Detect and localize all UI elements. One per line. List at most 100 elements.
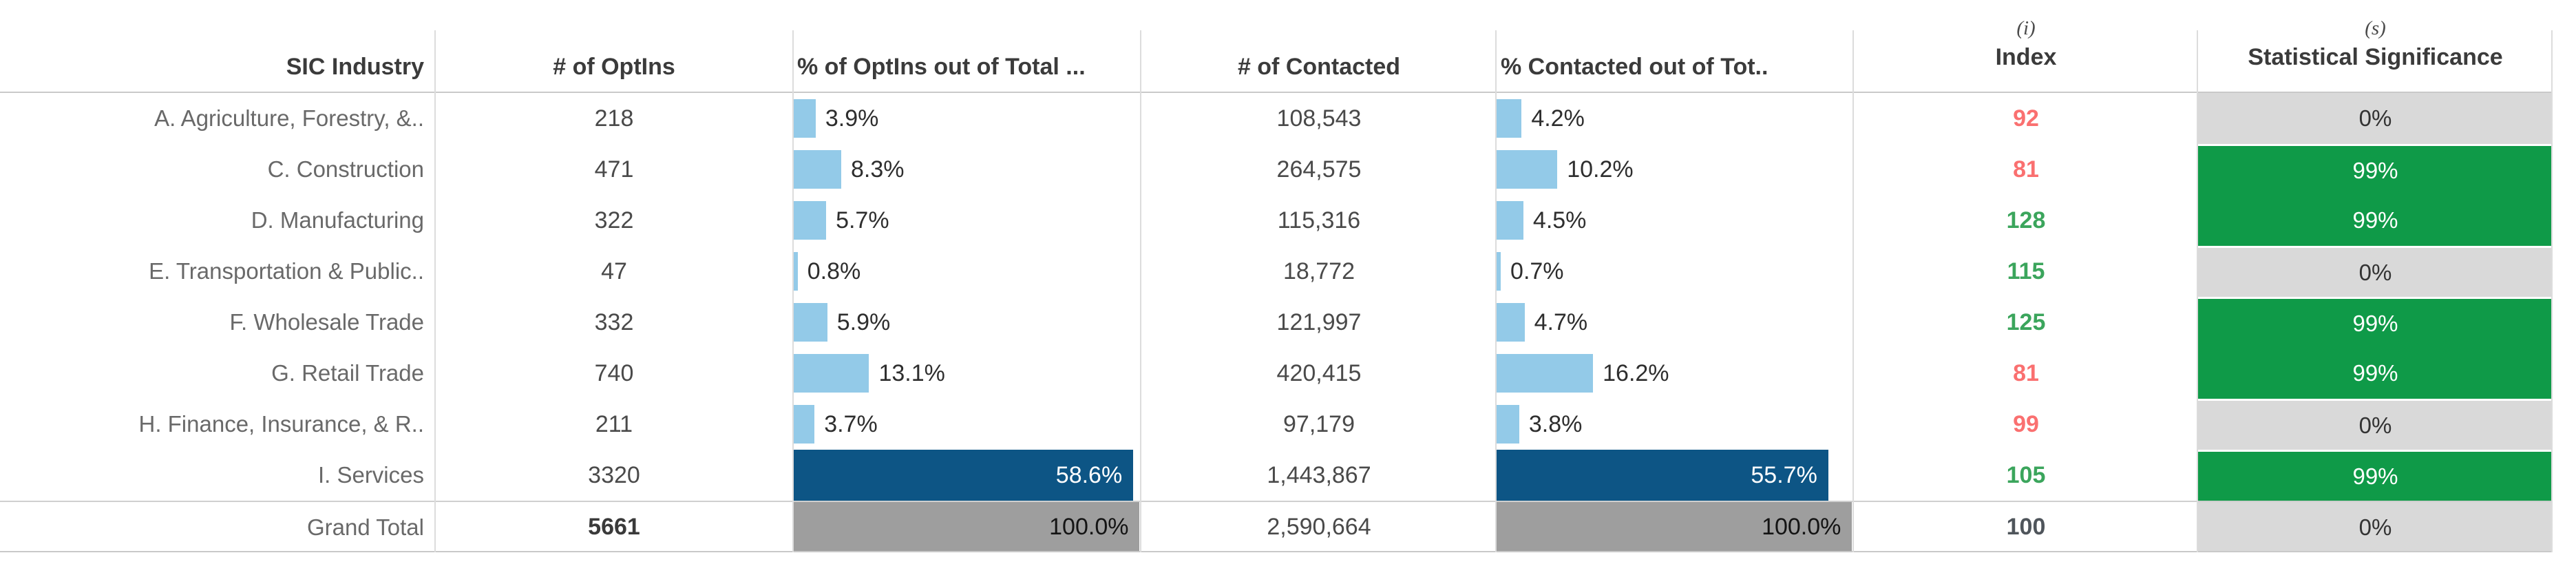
statsig-cell[interactable]: 99% xyxy=(2198,450,2553,501)
contacted-cell[interactable]: 420,415 xyxy=(1141,348,1497,399)
industry-label-cell[interactable]: D. Manufacturing xyxy=(0,195,435,246)
optins-pct-cell[interactable]: 8.3% xyxy=(793,144,1141,195)
statsig-block[interactable]: 99% xyxy=(2198,195,2553,246)
optins-cell[interactable]: 211 xyxy=(435,399,793,450)
column-header-contacted[interactable]: # of Contacted xyxy=(1141,0,1497,93)
optins-pct-bar[interactable] xyxy=(793,405,815,444)
optins-pct-cell[interactable]: 3.9% xyxy=(793,93,1141,144)
index-cell[interactable]: 125 xyxy=(1854,297,2198,348)
contacted-pct-bar[interactable] xyxy=(1497,405,1519,444)
column-header-optins[interactable]: # of OptIns xyxy=(435,0,793,93)
optins-pct-bar[interactable] xyxy=(793,201,827,240)
industry-label-cell[interactable]: I. Services xyxy=(0,450,435,501)
statsig-cell[interactable]: 99% xyxy=(2198,348,2553,399)
contacted-cell[interactable]: 1,443,867 xyxy=(1141,450,1497,501)
contacted-pct-cell[interactable]: 55.7% xyxy=(1497,450,1854,501)
optins-pct-bar[interactable]: 58.6% xyxy=(793,450,1134,501)
optins-pct-bar[interactable] xyxy=(793,303,827,342)
optins-cell[interactable]: 471 xyxy=(435,144,793,195)
optins-cell[interactable]: 322 xyxy=(435,195,793,246)
contacted-pct-cell[interactable]: 16.2% xyxy=(1497,348,1854,399)
optins-pct-bar[interactable] xyxy=(793,354,869,393)
index-cell[interactable]: 99 xyxy=(1854,399,2198,450)
contacted-pct-bar[interactable]: 100.0% xyxy=(1497,502,1852,552)
statsig-cell[interactable]: 99% xyxy=(2198,195,2553,246)
industry-label-cell[interactable]: C. Construction xyxy=(0,144,435,195)
index-cell[interactable]: 115 xyxy=(1854,246,2198,297)
industry-label-cell[interactable]: Grand Total xyxy=(0,502,435,552)
optins-pct-cell[interactable]: 5.7% xyxy=(793,195,1141,246)
optins-pct-bar[interactable] xyxy=(793,99,816,138)
contacted-cell[interactable]: 18,772 xyxy=(1141,246,1497,297)
optins-pct-cell[interactable]: 100.0% xyxy=(793,502,1141,552)
optins-cell[interactable]: 5661 xyxy=(435,502,793,552)
optins-pct-cell[interactable]: 0.8% xyxy=(793,246,1141,297)
contacted-pct-cell[interactable]: 0.7% xyxy=(1497,246,1854,297)
industry-label-cell[interactable]: G. Retail Trade xyxy=(0,348,435,399)
contacted-cell[interactable]: 121,997 xyxy=(1141,297,1497,348)
column-header-contacted-pct[interactable]: % Contacted out of Tot.. xyxy=(1497,0,1854,93)
industry-label: A. Agriculture, Forestry, &.. xyxy=(154,105,424,131)
contacted-pct-bar[interactable] xyxy=(1497,303,1525,342)
optins-pct-bar[interactable] xyxy=(793,150,841,189)
contacted-pct-cell[interactable]: 100.0% xyxy=(1497,502,1854,552)
optins-cell[interactable]: 47 xyxy=(435,246,793,297)
statsig-cell[interactable]: 99% xyxy=(2198,144,2553,195)
contacted-pct-bar[interactable] xyxy=(1497,252,1501,291)
index-cell[interactable]: 105 xyxy=(1854,450,2198,501)
contacted-pct-cell[interactable]: 10.2% xyxy=(1497,144,1854,195)
index-cell[interactable]: 81 xyxy=(1854,348,2198,399)
contacted-pct-cell[interactable]: 4.2% xyxy=(1497,93,1854,144)
statsig-cell[interactable]: 0% xyxy=(2198,93,2553,144)
contacted-cell[interactable]: 2,590,664 xyxy=(1141,502,1497,552)
statsig-block[interactable]: 99% xyxy=(2198,348,2553,399)
index-cell[interactable]: 128 xyxy=(1854,195,2198,246)
statsig-block[interactable]: 0% xyxy=(2198,502,2553,552)
optins-cell[interactable]: 3320 xyxy=(435,450,793,501)
statsig-block[interactable]: 99% xyxy=(2198,146,2553,195)
statsig-value: 0% xyxy=(2358,412,2392,438)
industry-label-cell[interactable]: E. Transportation & Public.. xyxy=(0,246,435,297)
contacted-pct-bar[interactable] xyxy=(1497,201,1523,240)
column-header-statistical-significance[interactable]: (s) Statistical Significance xyxy=(2198,0,2553,93)
statsig-cell[interactable]: 99% xyxy=(2198,297,2553,348)
index-cell[interactable]: 100 xyxy=(1854,502,2198,552)
industry-label-cell[interactable]: A. Agriculture, Forestry, &.. xyxy=(0,93,435,144)
contacted-cell[interactable]: 97,179 xyxy=(1141,399,1497,450)
contacted-pct-bar[interactable] xyxy=(1497,354,1594,393)
contacted-cell[interactable]: 115,316 xyxy=(1141,195,1497,246)
contacted-pct-bar[interactable] xyxy=(1497,99,1522,138)
statsig-block[interactable]: 0% xyxy=(2198,248,2553,297)
optins-pct-cell[interactable]: 3.7% xyxy=(793,399,1141,450)
contacted-pct-cell[interactable]: 4.5% xyxy=(1497,195,1854,246)
contacted-cell[interactable]: 264,575 xyxy=(1141,144,1497,195)
contacted-pct-bar[interactable]: 55.7% xyxy=(1497,450,1828,501)
industry-label-cell[interactable]: H. Finance, Insurance, & R.. xyxy=(0,399,435,450)
column-header-index[interactable]: (i) Index xyxy=(1854,0,2198,93)
column-header-optins-pct[interactable]: % of OptIns out of Total ... xyxy=(793,0,1141,93)
optins-pct-cell[interactable]: 5.9% xyxy=(793,297,1141,348)
statsig-cell[interactable]: 0% xyxy=(2198,246,2553,297)
statsig-block[interactable]: 0% xyxy=(2198,93,2553,144)
optins-pct-bar[interactable] xyxy=(793,252,798,291)
contacted-pct-bar[interactable] xyxy=(1497,150,1558,189)
index-cell[interactable]: 81 xyxy=(1854,144,2198,195)
contacted-pct-cell[interactable]: 3.8% xyxy=(1497,399,1854,450)
index-cell[interactable]: 92 xyxy=(1854,93,2198,144)
statsig-cell[interactable]: 0% xyxy=(2198,399,2553,450)
column-header-sic-industry[interactable]: SIC Industry xyxy=(0,0,435,93)
optins-pct-cell[interactable]: 58.6% xyxy=(793,450,1141,501)
contacted-pct-cell[interactable]: 4.7% xyxy=(1497,297,1854,348)
optins-cell[interactable]: 740 xyxy=(435,348,793,399)
industry-label-cell[interactable]: F. Wholesale Trade xyxy=(0,297,435,348)
statsig-cell[interactable]: 0% xyxy=(2198,502,2553,552)
statsig-block[interactable]: 99% xyxy=(2198,299,2553,348)
statsig-block[interactable]: 99% xyxy=(2198,452,2553,501)
optins-pct-cell[interactable]: 13.1% xyxy=(793,348,1141,399)
optins-cell[interactable]: 332 xyxy=(435,297,793,348)
optins-pct-bar[interactable]: 100.0% xyxy=(793,502,1140,552)
contacted-cell[interactable]: 108,543 xyxy=(1141,93,1497,144)
optins-cell[interactable]: 218 xyxy=(435,93,793,144)
statsig-block[interactable]: 0% xyxy=(2198,401,2553,450)
